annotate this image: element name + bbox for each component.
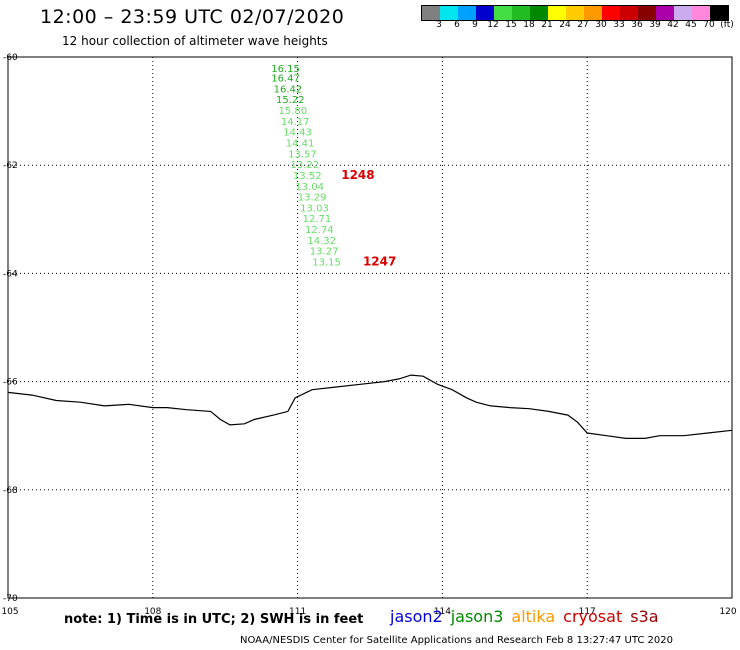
swh-value-label: 13.04 xyxy=(295,182,324,193)
legend-label: 15 xyxy=(505,20,517,30)
y-tick-label: -70 xyxy=(3,594,18,604)
map-frame xyxy=(7,56,733,599)
units-note: note: 1) Time is in UTC; 2) SWH is in fe… xyxy=(64,612,364,627)
antarctic-coastline xyxy=(7,374,733,439)
legend-swatch xyxy=(458,6,476,20)
swh-value-label: 13.29 xyxy=(298,193,327,204)
legend-label: 9 xyxy=(472,20,478,30)
legend-swatch xyxy=(440,6,458,20)
legend-swatch xyxy=(476,6,494,20)
x-tick-label: 105 xyxy=(1,607,18,617)
x-tick-label: 114 xyxy=(434,607,451,617)
legend-swatch xyxy=(602,6,620,20)
swh-value-label: 13.57 xyxy=(288,149,317,160)
swh-value-label: 14.43 xyxy=(283,128,312,139)
y-tick-label: -66 xyxy=(3,378,18,388)
swh-value-label: 13.52 xyxy=(293,171,322,182)
mission-legend: jason2 jason3 altika cryosat s3a xyxy=(390,607,667,626)
pass-time-label: 1247 xyxy=(363,254,396,268)
swh-legend-labels: 3 6 9 12 15 18 21 24 27 30 33 36 39 42 45 70 (ft) xyxy=(421,20,740,34)
y-tick-label: -62 xyxy=(3,161,18,171)
legend-label: 33 xyxy=(613,20,625,30)
legend-label: 27 xyxy=(577,20,589,30)
swh-value-label: 14.17 xyxy=(281,117,310,128)
legend-label: 30 xyxy=(595,20,607,30)
legend-label: 45 xyxy=(685,20,697,30)
mission-altika: altika xyxy=(511,607,556,626)
x-tick-label: 111 xyxy=(289,607,306,617)
legend-label: 42 xyxy=(667,20,679,30)
legend-label: 39 xyxy=(649,20,661,30)
legend-swatch xyxy=(710,6,728,20)
legend-swatch xyxy=(674,6,692,20)
legend-swatch xyxy=(422,6,440,20)
legend-label: 70 xyxy=(703,20,715,30)
swh-value-label: 13.03 xyxy=(300,203,329,214)
legend-label: 18 xyxy=(523,20,535,30)
swh-value-label: 14.32 xyxy=(307,236,336,247)
pass-time-label: 1248 xyxy=(341,168,374,182)
y-tick-label: -64 xyxy=(3,269,18,279)
legend-swatch xyxy=(530,6,548,20)
mission-jason3: jason3 xyxy=(450,607,504,626)
chart-subtitle: 12 hour collection of altimeter wave hei… xyxy=(62,34,328,48)
swh-color-legend xyxy=(421,5,729,21)
swh-value-label: 13.15 xyxy=(312,257,341,268)
x-tick-label: 108 xyxy=(144,607,161,617)
y-tick-label: -60 xyxy=(3,53,18,63)
mission-cryosat: cryosat xyxy=(563,607,623,626)
legend-swatch xyxy=(638,6,656,20)
y-tick-label: -68 xyxy=(3,486,18,496)
x-tick-label: 117 xyxy=(579,607,596,617)
legend-swatch xyxy=(512,6,530,20)
legend-label: 6 xyxy=(454,20,460,30)
swh-value-label: 15.22 xyxy=(276,95,305,106)
swh-value-label: 16.15 xyxy=(271,64,300,75)
chart-title: 12:00 – 23:59 UTC 02/07/2020 xyxy=(40,6,345,28)
x-tick-label: 120 xyxy=(719,607,736,617)
legend-swatch xyxy=(692,6,710,20)
legend-label: 24 xyxy=(559,20,571,30)
mission-s3a: s3a xyxy=(630,607,659,626)
legend-label: 12 xyxy=(487,20,499,30)
swh-value-label: 16.47 xyxy=(271,74,300,85)
legend-label: (ft) xyxy=(720,20,734,30)
swh-value-label: 12.71 xyxy=(303,214,332,225)
legend-swatch xyxy=(566,6,584,20)
legend-swatch xyxy=(584,6,602,20)
legend-swatch xyxy=(548,6,566,20)
swh-value-label: 15.80 xyxy=(278,106,307,117)
legend-swatch xyxy=(494,6,512,20)
swh-value-label: 12.74 xyxy=(305,225,334,236)
swh-value-label: 16.42 xyxy=(274,84,303,95)
swh-value-label: 13.27 xyxy=(310,247,339,258)
swh-value-label: 13.22 xyxy=(291,160,320,171)
credit-line: NOAA/NESDIS Center for Satellite Applica… xyxy=(240,635,673,646)
mission-jason2: jason2 xyxy=(390,607,443,626)
legend-label: 21 xyxy=(541,20,553,30)
legend-swatch xyxy=(656,6,674,20)
swh-value-label: 14.41 xyxy=(286,138,315,149)
legend-label: 36 xyxy=(631,20,643,30)
legend-label: 3 xyxy=(436,20,442,30)
legend-swatch xyxy=(620,6,638,20)
